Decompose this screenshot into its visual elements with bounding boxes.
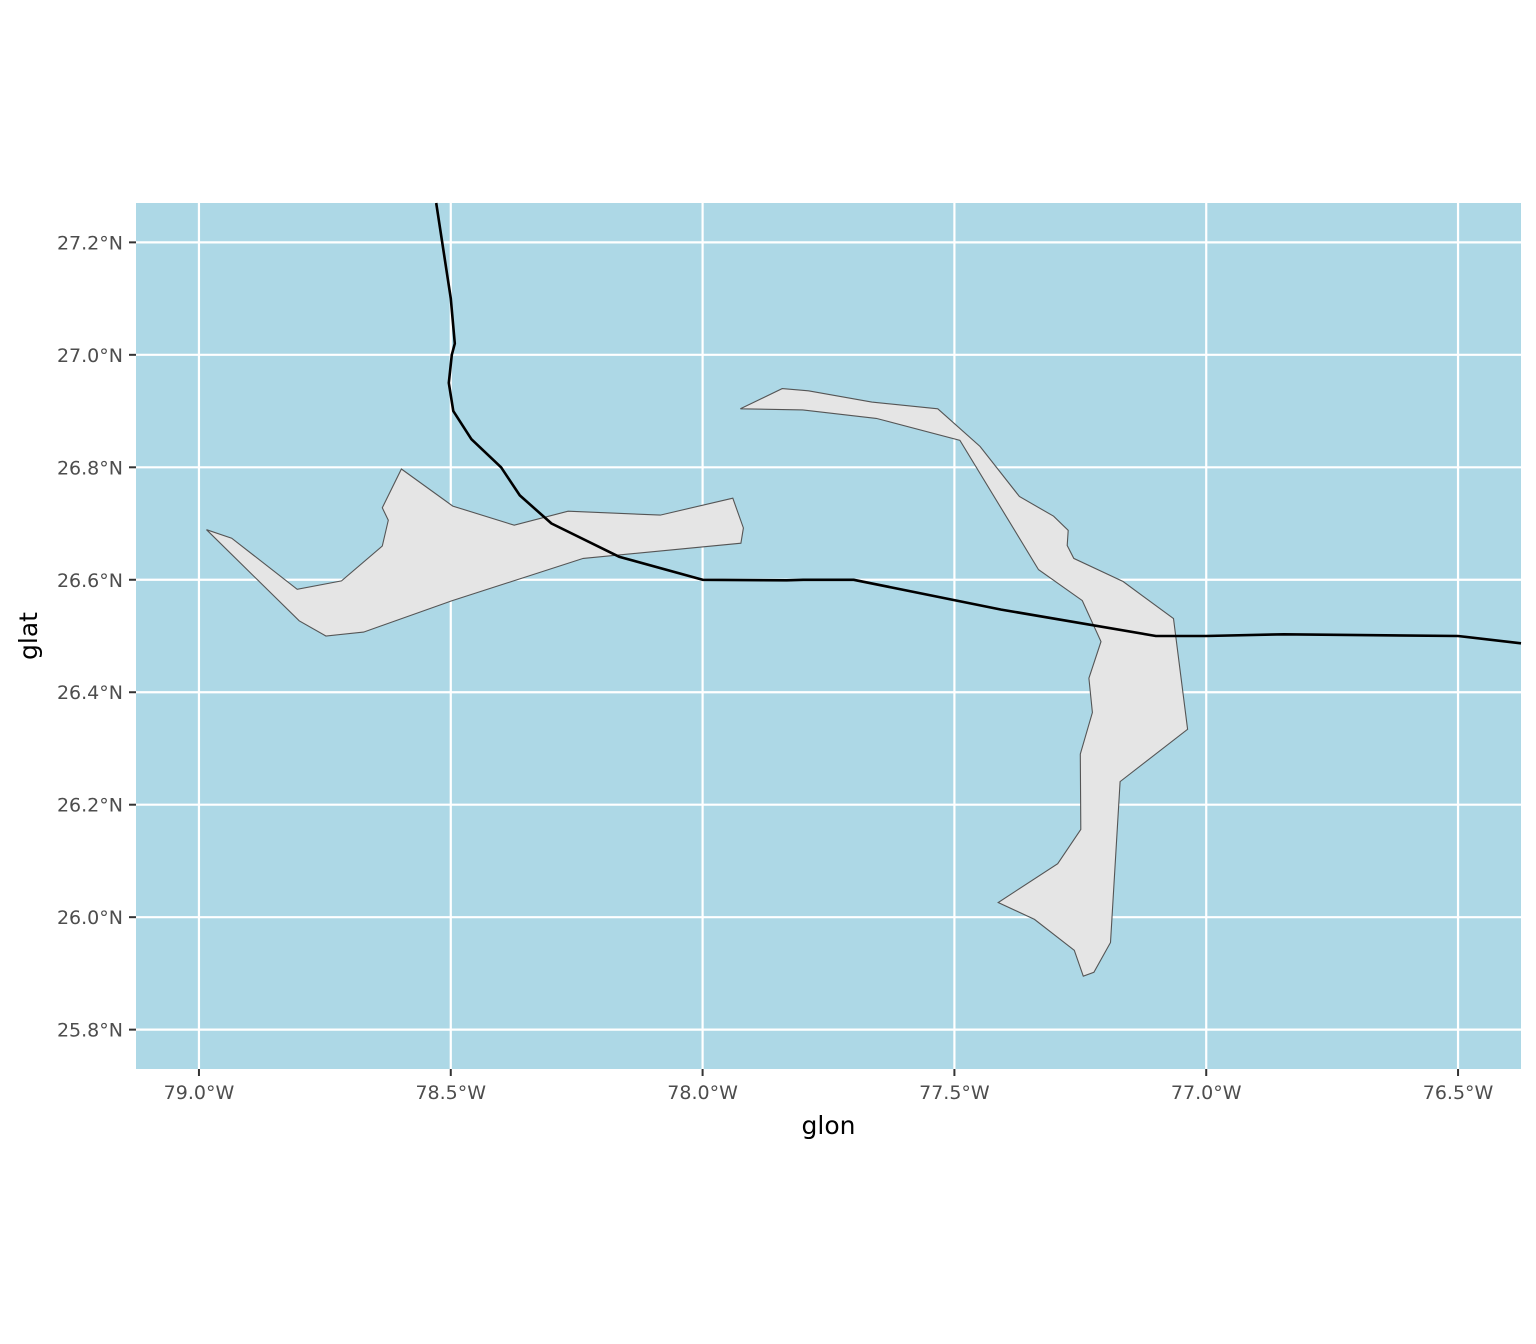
y-tick-label: 26.4°N (57, 682, 123, 704)
y-axis: 25.8°N 26.0°N 26.2°N 26.4°N 26.6°N 26.8°N 27.0… (57, 232, 136, 1042)
map-panel-water (136, 203, 1521, 1069)
x-axis: 79.0°W 78.5°W 78.0°W 77.5°W 77.0°W 76.5°W (164, 1069, 1494, 1104)
y-tick-label: 26.2°N (57, 795, 123, 817)
x-tick-label: 79.0°W (164, 1082, 235, 1104)
island-grand-bahama (206, 468, 744, 637)
y-tick-label: 26.6°N (57, 570, 123, 592)
land-layer (206, 388, 1189, 977)
y-tick-label: 26.0°N (57, 907, 123, 929)
y-axis-title: glat (14, 612, 43, 660)
x-tick-label: 78.0°W (667, 1082, 738, 1104)
y-tick-label: 27.2°N (57, 232, 123, 254)
x-tick-label: 76.5°W (1423, 1082, 1494, 1104)
y-tick-label: 27.0°N (57, 345, 123, 367)
island-abaco (740, 388, 1189, 977)
y-tick-label: 25.8°N (57, 1020, 123, 1042)
x-tick-label: 77.0°W (1171, 1082, 1242, 1104)
track-layer (434, 202, 1522, 645)
x-tick-label: 77.5°W (919, 1082, 990, 1104)
storm-track-line (434, 202, 1522, 645)
x-tick-label: 78.5°W (415, 1082, 486, 1104)
x-axis-title: glon (802, 1111, 856, 1140)
y-tick-label: 26.8°N (57, 457, 123, 479)
